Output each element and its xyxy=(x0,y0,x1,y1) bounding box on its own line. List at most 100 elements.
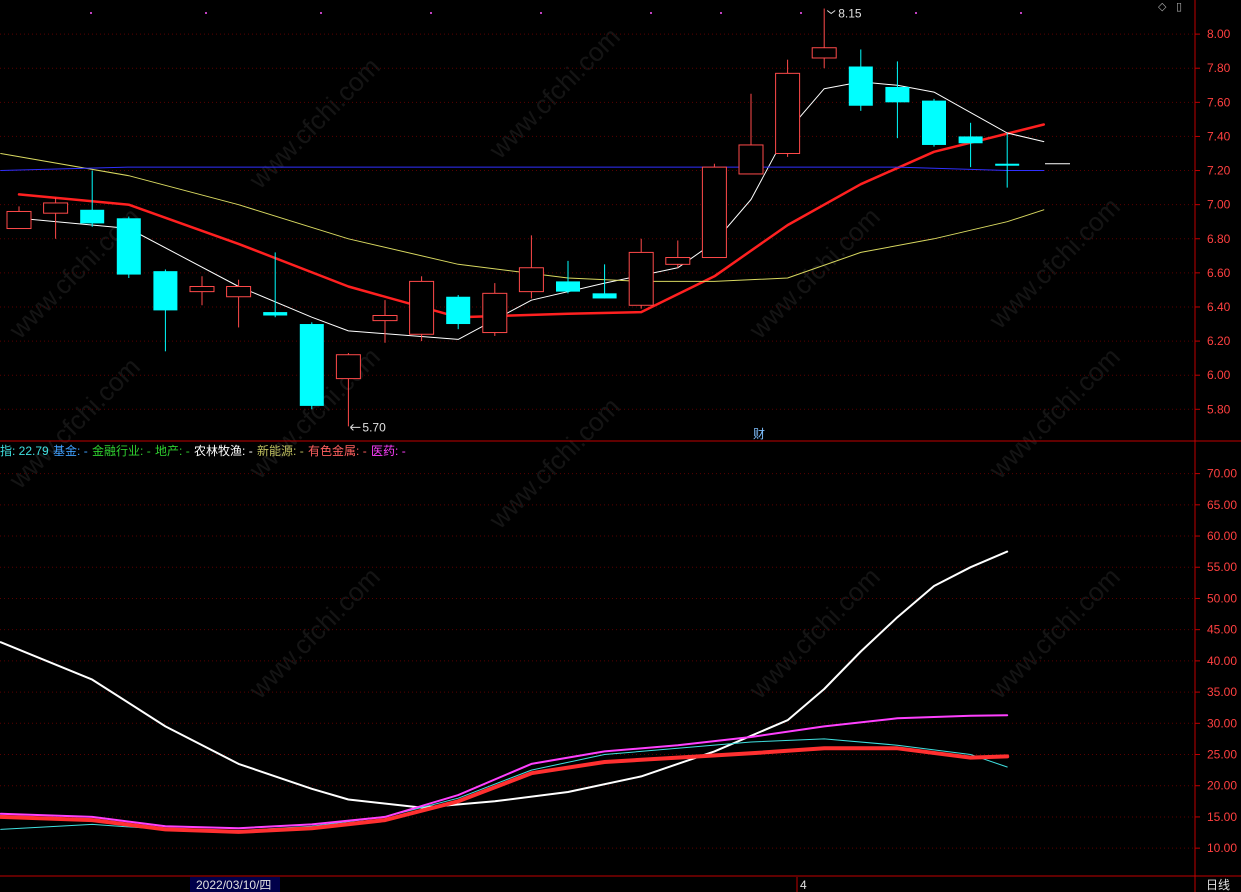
period-label: 日线 xyxy=(1206,878,1230,892)
marker-dot xyxy=(430,12,432,14)
candle xyxy=(738,93,764,175)
legend-entry: 指: 22.79 xyxy=(0,444,53,458)
candle xyxy=(409,276,435,342)
candle xyxy=(80,170,105,227)
candle-body xyxy=(885,86,910,103)
marker-dot xyxy=(1020,12,1022,14)
candle xyxy=(6,206,32,230)
legend-entry: 有色金属: - xyxy=(308,444,371,458)
indicator-line xyxy=(0,746,1010,834)
legend-entry: 医药: - xyxy=(371,444,406,458)
price-tick-label: 7.20 xyxy=(1207,164,1231,178)
candle-body xyxy=(592,293,617,299)
legend-entry: 地产: - xyxy=(155,444,194,458)
price-tick-label: 5.80 xyxy=(1207,402,1231,416)
date-label-bg xyxy=(190,877,280,892)
legend-entry: 农林牧渔: - xyxy=(194,444,257,458)
candle-body xyxy=(482,292,508,334)
indicator-tick-label: 10.00 xyxy=(1207,841,1237,855)
indicator-tick-label: 55.00 xyxy=(1207,560,1237,574)
diamond-icon[interactable]: ◇ xyxy=(1158,1,1167,13)
indicator-axis: 70.00 65.00 60.00 55.00 50.00 45.00 40.00 35.00… xyxy=(1195,467,1237,855)
low-label: 5.70 xyxy=(362,420,386,434)
candle-body xyxy=(811,47,837,59)
moving-average-line xyxy=(17,123,1046,319)
candle xyxy=(885,61,910,139)
candle-body xyxy=(518,267,544,293)
candle xyxy=(189,276,215,306)
candle-body xyxy=(43,202,69,214)
candle xyxy=(372,300,398,343)
watermark-text: www.cfchi.com xyxy=(242,561,385,704)
price-tick-label: 7.00 xyxy=(1207,198,1231,212)
candle xyxy=(665,240,691,268)
price-tick-label: 8.00 xyxy=(1207,27,1231,41)
indicator-tick-label: 40.00 xyxy=(1207,654,1237,668)
marker-dot xyxy=(320,12,322,14)
indicator-tick-label: 45.00 xyxy=(1207,623,1237,637)
event-marker: 财 xyxy=(753,427,765,441)
candle xyxy=(226,279,252,328)
candle-body xyxy=(665,257,691,265)
watermark-text: www.cfchi.com xyxy=(982,561,1125,704)
moving-average-line xyxy=(0,166,1045,171)
watermark-text: www.cfchi.com xyxy=(742,561,885,704)
candle xyxy=(335,353,361,427)
legend-entry: 新能源: - xyxy=(257,444,308,458)
candle-body xyxy=(738,144,764,175)
watermark-text: www.cfchi.com xyxy=(482,391,625,534)
indicator-tick-label: 70.00 xyxy=(1207,467,1237,481)
marker-dot xyxy=(540,12,542,14)
watermark-text: www.cfchi.com xyxy=(242,51,385,194)
candle-body xyxy=(701,166,727,259)
marker-dot xyxy=(800,12,802,14)
candle xyxy=(848,49,873,111)
indicator-tick-label: 15.00 xyxy=(1207,810,1237,824)
marker-dot xyxy=(90,12,92,14)
candle-body xyxy=(226,286,252,298)
annotations: 8.15 5.70 财 xyxy=(350,7,862,441)
indicator-lines xyxy=(0,550,1010,834)
candle-body xyxy=(409,280,435,335)
candle-body xyxy=(922,100,946,145)
price-tick-label: 7.60 xyxy=(1207,95,1231,109)
candle xyxy=(116,216,141,278)
marker-dot xyxy=(650,12,652,14)
candle xyxy=(446,295,471,330)
candle-body xyxy=(848,66,873,106)
month-marker: 4 xyxy=(800,878,807,892)
indicator-line xyxy=(0,550,1009,809)
indicator-tick-label: 35.00 xyxy=(1207,685,1237,699)
candle xyxy=(299,322,324,410)
candle-body xyxy=(995,163,1020,166)
price-tick-label: 6.60 xyxy=(1207,266,1231,280)
candle-body xyxy=(6,210,32,230)
marker-dot xyxy=(915,12,917,14)
grid-layer xyxy=(0,12,1195,849)
watermark-text: www.cfchi.com xyxy=(982,341,1125,484)
price-tick-label: 6.40 xyxy=(1207,300,1231,314)
candle-body xyxy=(80,209,105,224)
high-arrow xyxy=(826,10,836,15)
candle-body xyxy=(299,324,324,406)
candle xyxy=(775,59,801,157)
candle xyxy=(43,197,69,239)
indicator-tick-label: 60.00 xyxy=(1207,529,1237,543)
indicator-tick-label: 50.00 xyxy=(1207,591,1237,605)
indicator-tick-label: 30.00 xyxy=(1207,716,1237,730)
candle-body xyxy=(556,281,580,292)
candle xyxy=(995,133,1020,188)
candle xyxy=(482,283,508,336)
candle-body xyxy=(335,354,361,380)
candle-body xyxy=(116,218,141,275)
indicator-tick-label: 65.00 xyxy=(1207,498,1237,512)
candle xyxy=(958,122,983,168)
marker-dot xyxy=(720,12,722,14)
price-axis: 8.00 7.80 7.60 7.40 7.20 7.00 6.80 6.60 6.40 6.20… xyxy=(1195,27,1231,416)
price-tick-label: 7.40 xyxy=(1207,129,1231,143)
candles-layer[interactable] xyxy=(6,8,1020,427)
panel-icon[interactable]: ▯ xyxy=(1176,1,1183,13)
watermark-text: www.cfchi.com xyxy=(482,21,625,164)
